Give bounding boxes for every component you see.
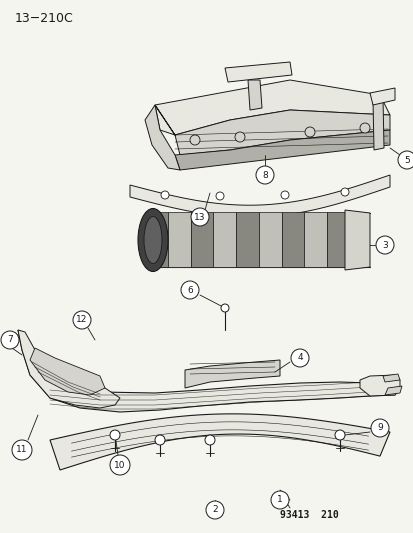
Ellipse shape — [144, 216, 161, 263]
Circle shape — [1, 331, 19, 349]
Circle shape — [370, 419, 388, 437]
Polygon shape — [175, 130, 389, 170]
Polygon shape — [18, 330, 394, 412]
Circle shape — [255, 166, 273, 184]
Bar — [304, 212, 326, 267]
Circle shape — [110, 455, 130, 475]
Circle shape — [204, 435, 214, 445]
Polygon shape — [185, 360, 279, 388]
Text: 9: 9 — [376, 424, 382, 432]
Circle shape — [161, 191, 169, 199]
Text: 4: 4 — [297, 353, 302, 362]
Polygon shape — [224, 62, 291, 82]
Text: 13: 13 — [194, 213, 205, 222]
Text: 7: 7 — [7, 335, 13, 344]
Text: 2: 2 — [212, 505, 217, 514]
Ellipse shape — [138, 208, 168, 271]
Circle shape — [304, 127, 314, 137]
Text: 12: 12 — [76, 316, 88, 325]
Circle shape — [73, 311, 91, 329]
Circle shape — [110, 430, 120, 440]
Bar — [281, 212, 304, 267]
Circle shape — [397, 151, 413, 169]
Bar — [326, 212, 349, 267]
Text: 93413  210: 93413 210 — [279, 510, 338, 520]
Circle shape — [280, 191, 288, 199]
Text: 10: 10 — [114, 461, 126, 470]
Polygon shape — [384, 386, 401, 395]
Polygon shape — [369, 88, 394, 105]
Bar — [190, 212, 213, 267]
Circle shape — [12, 440, 32, 460]
Polygon shape — [30, 348, 105, 395]
Circle shape — [216, 192, 223, 200]
Text: 8: 8 — [261, 171, 267, 180]
Text: 5: 5 — [403, 156, 409, 165]
Polygon shape — [359, 375, 399, 396]
Circle shape — [375, 236, 393, 254]
Circle shape — [334, 430, 344, 440]
Bar — [167, 212, 190, 267]
Polygon shape — [50, 414, 389, 470]
Circle shape — [190, 135, 199, 145]
Polygon shape — [154, 105, 389, 155]
Circle shape — [359, 123, 369, 133]
Polygon shape — [130, 175, 389, 217]
Bar — [258, 212, 281, 267]
Polygon shape — [247, 80, 261, 110]
Bar — [213, 212, 235, 267]
Circle shape — [340, 188, 348, 196]
Circle shape — [235, 132, 244, 142]
Circle shape — [271, 491, 288, 509]
Circle shape — [154, 435, 165, 445]
Circle shape — [290, 349, 308, 367]
Circle shape — [221, 304, 228, 312]
Circle shape — [180, 281, 199, 299]
Text: 6: 6 — [187, 286, 192, 295]
Circle shape — [190, 208, 209, 226]
Polygon shape — [145, 105, 180, 170]
Text: 11: 11 — [16, 446, 28, 455]
Text: 13−210C: 13−210C — [15, 12, 74, 25]
Text: 3: 3 — [381, 240, 387, 249]
Polygon shape — [18, 330, 120, 408]
Polygon shape — [344, 210, 369, 270]
Polygon shape — [154, 80, 389, 135]
Polygon shape — [382, 374, 399, 382]
Circle shape — [206, 501, 223, 519]
Bar — [145, 212, 167, 267]
Text: 1: 1 — [276, 496, 282, 505]
Bar — [235, 212, 258, 267]
Polygon shape — [372, 98, 383, 150]
